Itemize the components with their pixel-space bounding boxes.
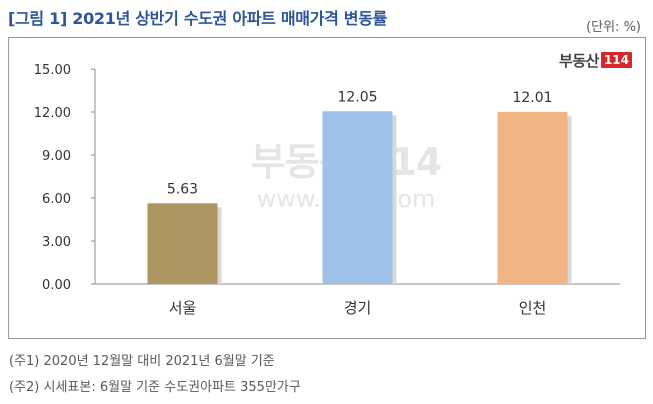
unit-label: (단위: %) — [586, 20, 641, 35]
y-tick-label: 15.00 — [34, 63, 71, 78]
x-category-label: 경기 — [344, 299, 372, 317]
y-tick-label: 3.00 — [42, 235, 71, 250]
footnote-2: (주2) 시세표본: 6월말 기준 수도권아파트 355만가구 — [9, 380, 301, 395]
footnote-1: (주1) 2020년 12월말 대비 2021년 6월말 기준 — [9, 354, 275, 369]
bar-value-label: 5.63 — [167, 181, 198, 197]
y-tick-label: 9.00 — [42, 149, 71, 164]
x-category-label: 서울 — [169, 299, 197, 317]
y-tick-label: 0.00 — [42, 278, 71, 293]
y-tick-label: 6.00 — [42, 192, 71, 207]
bar-layer: 5.63 서울 12.05 경기 12.01 인천 — [147, 89, 572, 317]
bar-1 — [147, 203, 218, 284]
logo-text: 부동산 — [559, 51, 599, 70]
y-tick-label: 12.00 — [34, 106, 71, 121]
bar-value-label: 12.05 — [337, 89, 377, 105]
brand-logo: 부동산 114 — [559, 48, 632, 72]
logo-badge: 114 — [600, 52, 632, 68]
bar-value-label: 12.01 — [512, 90, 552, 106]
chart-title: [그림 1] 2021년 상반기 수도권 아파트 매매가격 변동률 — [8, 9, 388, 28]
bar-3 — [497, 111, 568, 285]
bar-2 — [322, 111, 393, 285]
x-category-label: 인천 — [519, 299, 547, 317]
